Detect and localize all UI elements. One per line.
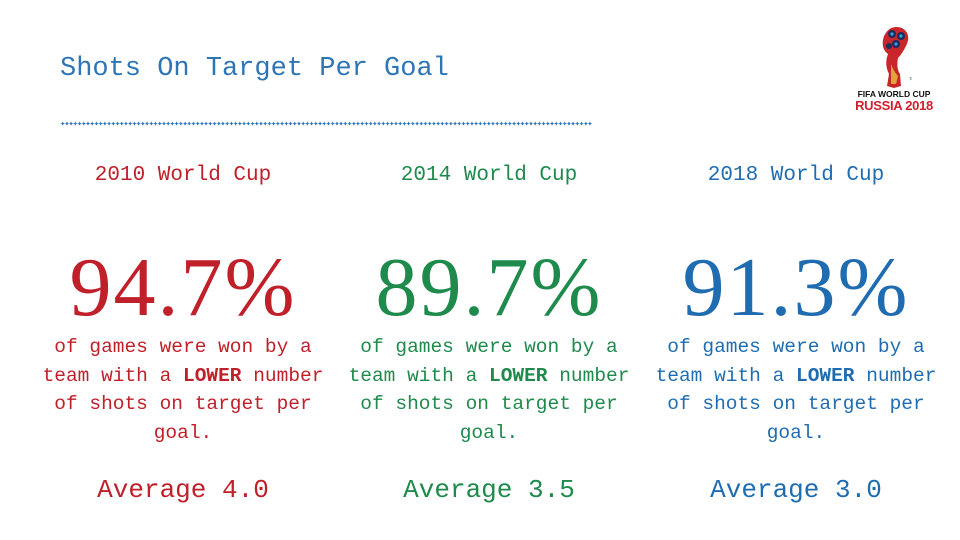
- column-2014: 2014 World Cup 89.7% of games were won b…: [336, 160, 642, 507]
- column-heading: 2010 World Cup: [94, 164, 272, 187]
- average-value: Average 3.5: [403, 475, 575, 505]
- desc-text: of games were won by a team with a: [348, 336, 618, 387]
- desc-text: of games were won by a team with a: [42, 336, 312, 387]
- percent-value: 91.3%: [682, 241, 910, 334]
- column-2010: 2010 World Cup 94.7% of games were won b…: [30, 160, 336, 507]
- logo-line2: RUSSIA 2018: [855, 98, 933, 113]
- column-2018: 2018 World Cup 91.3% of games were won b…: [643, 160, 949, 507]
- average-value: Average 4.0: [97, 475, 269, 505]
- percent-value: 89.7%: [375, 241, 603, 334]
- description: of games were won by a team with a LOWER…: [336, 333, 642, 447]
- column-heading: 2014 World Cup: [400, 164, 578, 187]
- description: of games were won by a team with a LOWER…: [643, 333, 949, 447]
- trophy-icon: TM: [882, 27, 912, 88]
- desc-text: of games were won by a team with a: [655, 336, 925, 387]
- average-value: Average 3.0: [710, 475, 882, 505]
- world-cup-logo: TM FIFA WORLD CUP RUSSIA 2018: [846, 24, 942, 116]
- column-heading: 2018 World Cup: [707, 164, 885, 187]
- logo-line1: FIFA WORLD CUP: [857, 89, 931, 99]
- percent-value: 94.7%: [69, 241, 297, 334]
- desc-emphasis: LOWER: [183, 364, 242, 387]
- dotted-divider: ✦✦✦✦✦✦✦✦✦✦✦✦✦✦✦✦✦✦✦✦✦✦✦✦✦✦✦✦✦✦✦✦✦✦✦✦✦✦✦✦…: [60, 119, 593, 129]
- desc-text: number of shots on target per goal.: [667, 364, 937, 444]
- desc-text: number of shots on target per goal.: [360, 364, 630, 444]
- desc-emphasis: LOWER: [796, 364, 855, 387]
- desc-emphasis: LOWER: [489, 364, 548, 387]
- trademark: TM: [909, 76, 912, 81]
- slide-title: Shots On Target Per Goal: [60, 54, 449, 84]
- description: of games were won by a team with a LOWER…: [30, 333, 336, 447]
- desc-text: number of shots on target per goal.: [54, 364, 324, 444]
